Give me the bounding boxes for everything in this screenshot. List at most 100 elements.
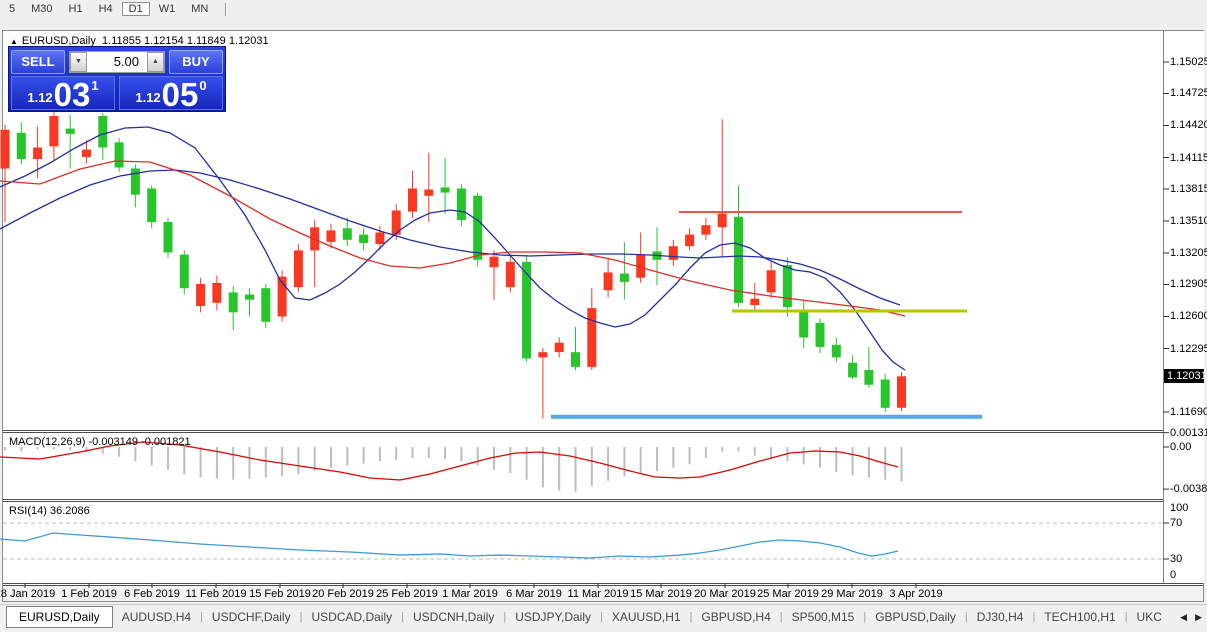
date-axis-label: 6 Mar 2019: [506, 588, 562, 600]
chart-title: ▲ EURUSD,Daily 1.11855 1.12154 1.11849 1.…: [10, 35, 269, 47]
date-axis-label: 20 Feb 2019: [312, 588, 374, 600]
price-axis-label: 1.13510: [1170, 214, 1207, 227]
price-axis-label: 1.15025: [1170, 56, 1207, 68]
tab-separator: |: [863, 611, 867, 623]
rsi-pane: [3, 502, 1163, 583]
volume-input[interactable]: 5.00: [87, 51, 147, 72]
pane-splitter[interactable]: [3, 430, 1203, 433]
one-click-trade-panel: SELL ▼ 5.00 ▲ BUY 1.12 03 1 1.12 05 0: [8, 46, 226, 112]
tab-separator: |: [689, 611, 693, 623]
tab-ukc[interactable]: UKC: [1136, 610, 1162, 624]
rsi-axis-label: 100: [1170, 502, 1189, 514]
tab-usdchf-daily[interactable]: USDCHF,Daily: [211, 610, 291, 624]
price-axis-label: 1.14725: [1170, 87, 1207, 100]
date-axis-label: 15 Mar 2019: [630, 588, 692, 600]
tab-usdcnh-daily[interactable]: USDCNH,Daily: [413, 610, 495, 624]
sell-price-point: 1: [91, 78, 99, 93]
macd-axis-label: 0.00: [1170, 441, 1192, 453]
rsi-label: RSI(14) 36.2086: [9, 505, 90, 517]
tab-usdcad-daily[interactable]: USDCAD,Daily: [311, 610, 393, 624]
price-axis: 1.15025 1.14725 1.14420 1.14115 1.13815 1.135…: [1163, 31, 1207, 583]
macd-axis-label: 0.001313: [1170, 426, 1207, 439]
date-axis-label: 1 Feb 2019: [61, 588, 117, 600]
chevron-down-icon: ▼: [75, 58, 82, 65]
buy-price-point: 0: [199, 78, 207, 93]
date-axis-label: 11 Feb 2019: [185, 588, 247, 600]
timeframe-button-d1[interactable]: D1: [121, 2, 150, 16]
tab-scroll-controls: ◀ ▶: [1180, 612, 1207, 623]
tab-separator: |: [299, 611, 303, 623]
buy-button[interactable]: BUY: [169, 49, 223, 74]
date-axis-label: 25 Mar 2019: [757, 588, 819, 600]
sell-price-pips: 03: [53, 76, 91, 113]
volume-decrease-button[interactable]: ▼: [70, 51, 87, 72]
tab-scroll-left-icon[interactable]: ◀: [1180, 611, 1188, 622]
volume-spinner: ▼ 5.00 ▲: [69, 50, 165, 73]
date-axis-label: 1 Mar 2019: [442, 588, 498, 600]
tab-xauusd-h1[interactable]: XAUUSD,H1: [611, 610, 681, 624]
date-axis-label: 11 Mar 2019: [567, 588, 629, 600]
tab-separator: |: [1124, 611, 1128, 623]
buy-price-button[interactable]: 1.12 05 0: [119, 76, 223, 113]
timeframe-button-w1[interactable]: W1: [158, 3, 176, 15]
date-axis: [3, 586, 1203, 601]
date-axis-label: 6 Feb 2019: [124, 588, 180, 600]
toolbar-separator: [225, 2, 228, 16]
tab-gbpusd-h4[interactable]: GBPUSD,H4: [701, 610, 771, 624]
tab-usdjpy-daily[interactable]: USDJPY,Daily: [515, 610, 592, 624]
pane-splitter[interactable]: [3, 499, 1203, 502]
buy-price-pips: 05: [161, 76, 199, 113]
rsi-axis-label: 30: [1170, 553, 1183, 565]
timeframe-button-h4[interactable]: H4: [98, 3, 113, 15]
rsi-value: 36.2086: [49, 505, 90, 517]
tab-separator: |: [779, 611, 783, 623]
macd-axis-label: -0.00386: [1170, 483, 1207, 496]
timeframe-button-mn[interactable]: MN: [191, 3, 209, 15]
macd-main-value: -0.003149: [88, 436, 139, 448]
price-axis-label: 1.14420: [1170, 119, 1207, 132]
tab-separator: |: [200, 611, 203, 623]
timeframe-toolbar: 5 M30 H1 H4 D1 W1 MN: [0, 0, 1207, 18]
tab-scroll-right-icon[interactable]: ▶: [1195, 611, 1202, 622]
tab-separator: |: [600, 611, 603, 623]
current-price-badge: 1.12031: [1164, 369, 1207, 384]
date-axis-label: 29 Mar 2019: [821, 588, 883, 600]
symbol-tab-bar: EURUSD,Daily AUDUSD,H4 | USDCHF,Daily | USDCA…: [0, 604, 1207, 629]
date-axis-label: 3 Apr 2019: [889, 588, 943, 600]
macd-signal-value: -0.001821: [141, 436, 191, 448]
tab-separator: |: [401, 611, 404, 623]
tab-tech100-h1[interactable]: TECH100,H1: [1044, 610, 1116, 624]
price-axis-label: 1.12295: [1170, 342, 1207, 355]
date-axis-label: 28 Jan 2019: [0, 588, 56, 600]
timeframe-button-h1[interactable]: H1: [68, 3, 83, 15]
tab-audusd-h4[interactable]: AUDUSD,H4: [121, 610, 192, 624]
tab-gbpusd-daily[interactable]: GBPUSD,Daily: [875, 610, 956, 624]
date-axis-label: 15 Feb 2019: [249, 588, 311, 600]
sell-price-base: 1.12: [27, 90, 53, 105]
timeframe-button-5[interactable]: 5: [9, 3, 16, 15]
buy-price-base: 1.12: [135, 90, 161, 105]
chart-ohlc-values: 1.11855 1.12154 1.11849 1.12031: [102, 35, 269, 47]
price-axis-label: 1.11690: [1170, 406, 1207, 418]
tab-sp500-m15[interactable]: SP500,M15: [791, 610, 855, 624]
date-axis-label: 20 Mar 2019: [694, 588, 756, 600]
rsi-axis-label: 0: [1170, 569, 1177, 581]
tab-eurusd-daily[interactable]: EURUSD,Daily: [6, 606, 113, 628]
tab-dj30-h4[interactable]: DJ30,H4: [976, 610, 1024, 624]
chevron-up-icon: ▲: [152, 58, 159, 65]
tab-separator: |: [964, 611, 968, 623]
price-axis-label: 1.13815: [1170, 182, 1207, 195]
sell-price-button[interactable]: 1.12 03 1: [11, 76, 115, 113]
timeframe-button-m30[interactable]: M30: [31, 3, 53, 15]
chart-symbol-label: EURUSD,Daily: [21, 35, 96, 47]
tab-separator: |: [503, 611, 507, 623]
volume-increase-button[interactable]: ▲: [147, 51, 164, 72]
price-axis-label: 1.12905: [1170, 278, 1207, 291]
tab-separator: |: [1032, 611, 1036, 623]
trade-panel-toggle-icon[interactable]: ▲: [10, 37, 18, 46]
date-axis-label: 25 Feb 2019: [376, 588, 438, 600]
status-bar: [0, 629, 1207, 632]
price-axis-label: 1.12600: [1170, 310, 1207, 323]
sell-button[interactable]: SELL: [11, 49, 65, 74]
macd-label: MACD(12,26,9) -0.003149 -0.001821: [9, 436, 191, 448]
